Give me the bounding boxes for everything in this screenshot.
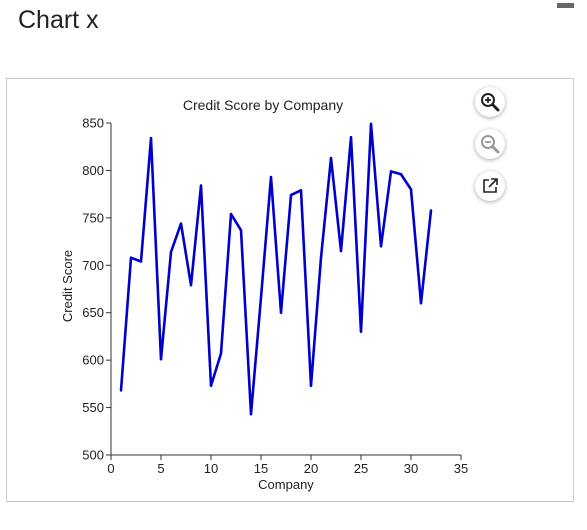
y-tick-label: 650 <box>82 305 104 320</box>
data-point <box>309 384 313 387</box>
data-point <box>229 212 233 216</box>
series-line <box>119 122 433 416</box>
data-point <box>259 296 263 299</box>
y-tick-label: 600 <box>82 353 104 368</box>
x-tick-label: 5 <box>157 461 164 476</box>
data-point <box>129 256 133 259</box>
x-tick-label: 10 <box>204 461 218 476</box>
x-tick-label: 30 <box>404 461 418 476</box>
x-tick-label: 20 <box>304 461 318 476</box>
chart-card: Credit Score by Company 0 5 10 15 20 25 30 35 50… <box>6 78 574 502</box>
chart-series <box>119 122 433 416</box>
data-point <box>329 156 333 160</box>
data-point <box>239 228 243 232</box>
data-point <box>249 413 253 416</box>
x-tick-label: 15 <box>254 461 268 476</box>
zoom-out-button[interactable] <box>475 129 505 159</box>
y-tick-label: 500 <box>82 448 104 463</box>
data-point <box>339 249 343 253</box>
data-point <box>379 245 383 248</box>
y-tick-label: 550 <box>82 400 104 415</box>
data-point <box>269 175 273 179</box>
chart-title: Credit Score by Company <box>183 97 343 113</box>
open-external-button[interactable] <box>475 171 505 201</box>
x-axis-label: Company <box>258 477 314 492</box>
data-point <box>199 184 203 187</box>
data-point <box>159 357 163 361</box>
data-point <box>319 256 323 259</box>
chart-axes <box>110 123 461 456</box>
data-point <box>399 173 403 176</box>
line-chart: Credit Score by Company 0 5 10 15 20 25 30 35 50… <box>60 97 468 492</box>
chart-ticks: 0 5 10 15 20 25 30 35 500 550 600 650 700 750 800 850 <box>82 116 468 477</box>
data-point <box>299 189 303 192</box>
data-point <box>169 250 173 254</box>
data-point <box>429 209 433 212</box>
x-tick-label: 35 <box>454 461 468 476</box>
data-point <box>139 260 143 263</box>
y-tick-label: 700 <box>82 258 104 273</box>
zoom-in-button[interactable] <box>475 87 505 117</box>
x-tick-label: 0 <box>107 461 114 476</box>
minimize-icon[interactable] <box>557 3 574 8</box>
y-tick-label: 750 <box>82 210 104 225</box>
data-point <box>369 122 373 126</box>
zoom-out-icon <box>481 135 500 154</box>
data-point <box>389 170 393 173</box>
data-point <box>419 302 423 305</box>
data-point <box>349 136 353 139</box>
x-tick-label: 25 <box>354 461 368 476</box>
data-point <box>289 193 293 197</box>
data-point <box>209 384 213 387</box>
y-tick-label: 850 <box>82 116 104 131</box>
data-point <box>279 311 283 314</box>
page-title: Chart x <box>18 6 99 34</box>
data-point <box>119 389 123 392</box>
y-axis-label: Credit Score <box>60 250 75 322</box>
data-point <box>149 136 153 140</box>
data-point <box>409 188 413 191</box>
open-external-icon <box>483 178 498 193</box>
data-point <box>359 330 363 333</box>
data-point <box>179 222 183 225</box>
data-point <box>219 352 223 355</box>
data-point <box>189 284 193 287</box>
y-tick-label: 800 <box>82 163 104 178</box>
zoom-in-icon <box>481 93 500 112</box>
